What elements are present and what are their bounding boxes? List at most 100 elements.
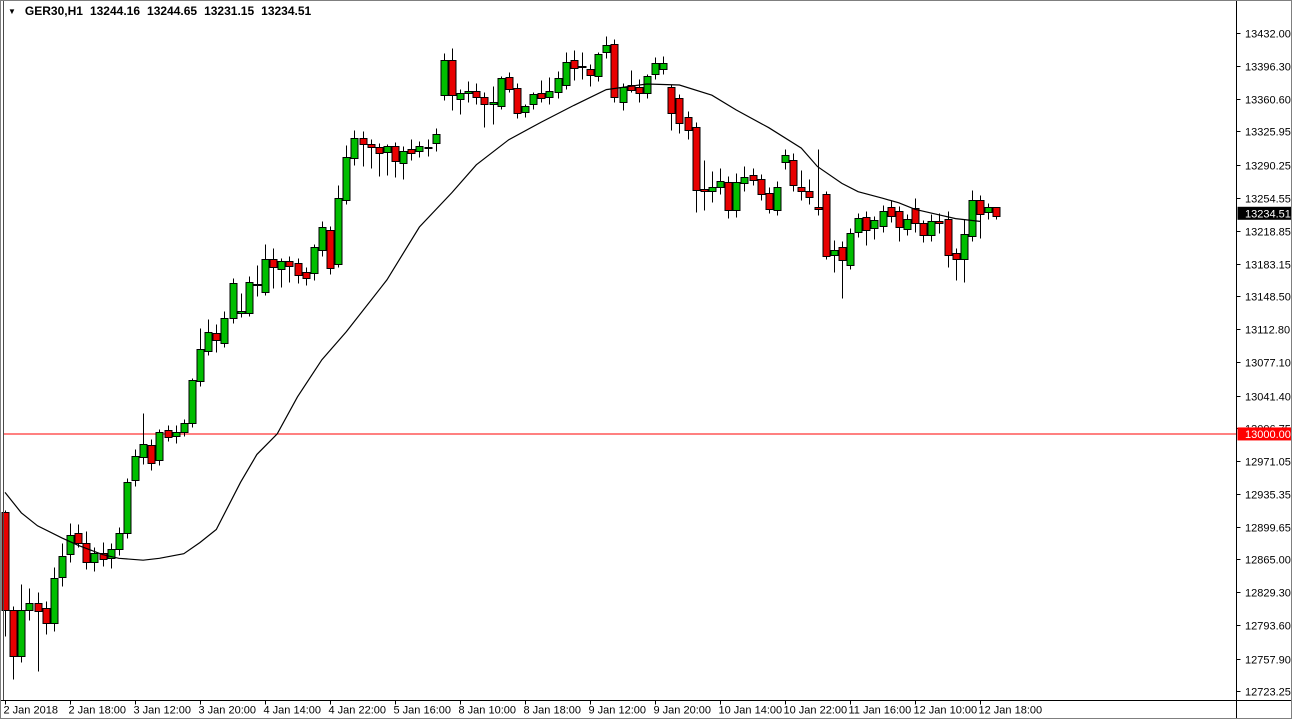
candle-body <box>334 198 343 265</box>
candle-body <box>480 97 489 105</box>
price-axis-label: 13148.50 <box>1245 292 1291 304</box>
candle-body <box>505 77 514 90</box>
candle-body <box>310 247 319 274</box>
time-axis-label: 8 Jan 10:00 <box>459 705 517 717</box>
candle-body <box>789 160 798 186</box>
candle-body <box>529 94 538 105</box>
candle-body <box>277 261 286 270</box>
price-axis-label: 13432.00 <box>1245 29 1291 41</box>
candle-body <box>269 259 278 268</box>
price-axis-label: 12793.60 <box>1245 621 1291 633</box>
candle-body <box>927 221 936 236</box>
price-axis-label: 13041.40 <box>1245 392 1291 404</box>
candle-body <box>700 189 709 192</box>
candle-body <box>862 217 871 231</box>
candle-body <box>237 311 246 314</box>
hline-price-marker <box>1237 427 1292 441</box>
candle-body <box>17 610 26 657</box>
candle-body <box>58 556 67 578</box>
candle-body <box>960 234 969 260</box>
candle-body <box>692 127 701 191</box>
candle-body <box>464 91 473 94</box>
high-value: 13244.65 <box>147 4 198 18</box>
candle-body <box>610 44 619 98</box>
candle-body <box>123 482 132 534</box>
candle-body <box>229 283 238 319</box>
candle-body <box>513 88 522 114</box>
open-value: 13244.16 <box>89 4 141 18</box>
candle-body <box>131 456 140 481</box>
candle-body <box>399 151 408 164</box>
candle-body <box>773 187 782 211</box>
candle-body <box>976 200 985 215</box>
candle-body <box>391 146 400 162</box>
time-axis-label: 5 Jan 16:00 <box>394 705 452 717</box>
time-axis-label: 12 Jan 18:00 <box>979 705 1043 717</box>
candle-body <box>870 220 879 229</box>
candle-body <box>578 66 587 68</box>
candle-body <box>846 233 855 266</box>
price-axis-label: 12899.65 <box>1245 523 1291 535</box>
price-axis-label: 13325.95 <box>1245 127 1291 139</box>
candle-body <box>34 603 43 612</box>
candle-body <box>757 179 766 195</box>
time-axis-label: 8 Jan 18:00 <box>524 705 582 717</box>
time-axis-label: 2 Jan 18:00 <box>69 705 127 717</box>
candle-body <box>749 175 758 181</box>
price-axis-label: 12971.05 <box>1245 457 1291 469</box>
candle-body <box>814 207 823 210</box>
candle-body <box>99 553 108 560</box>
candle-body <box>732 182 741 211</box>
candle-body <box>196 349 205 382</box>
hline-price-marker-text: 13000.00 <box>1245 429 1291 441</box>
candle-body <box>716 181 725 188</box>
candle-body <box>635 87 644 94</box>
candle-body <box>220 318 229 344</box>
candle-body <box>984 207 993 213</box>
price-axis-label: 13077.10 <box>1245 358 1291 370</box>
collapse-triangle-icon[interactable]: ▼ <box>8 6 16 16</box>
time-axis-label: 4 Jan 22:00 <box>329 705 387 717</box>
candle-body <box>9 610 18 657</box>
candle-body <box>147 445 156 464</box>
price-axis-label: 13218.85 <box>1245 227 1291 239</box>
price-axis-label: 12865.00 <box>1245 555 1291 567</box>
price-axis-label: 13360.60 <box>1245 95 1291 107</box>
candle-body <box>180 423 189 433</box>
candle-body <box>651 63 660 75</box>
candle-body <box>586 69 595 76</box>
candle-body <box>740 177 749 184</box>
price-axis-label: 12723.25 <box>1245 687 1291 699</box>
candle-body <box>440 60 449 96</box>
candle-body <box>318 227 327 251</box>
candle-body <box>944 219 953 256</box>
candle-body <box>797 187 806 192</box>
time-axis-label: 4 Jan 14:00 <box>264 705 322 717</box>
candle-body <box>992 207 1001 217</box>
candle-body <box>570 60 579 69</box>
candle-body <box>935 221 944 224</box>
candle-body <box>25 603 34 611</box>
candle-body <box>887 207 896 217</box>
candle-body <box>448 60 457 96</box>
candle-body <box>805 191 814 198</box>
candle-body <box>188 380 197 424</box>
candle-body <box>415 146 424 152</box>
candle-body <box>50 578 59 624</box>
candle-body <box>82 543 91 563</box>
candle-body <box>261 259 270 293</box>
candle-body <box>407 149 416 154</box>
candle-body <box>643 76 652 94</box>
candle-body <box>619 87 628 103</box>
candle-body <box>724 182 733 211</box>
candle-body <box>554 78 563 93</box>
candle-body <box>489 102 498 105</box>
candle-body <box>432 134 441 144</box>
candle-body <box>497 78 506 107</box>
candle-body <box>424 147 433 149</box>
time-axis-label: 3 Jan 20:00 <box>199 705 257 717</box>
price-axis-label: 12757.90 <box>1245 655 1291 667</box>
candle-body <box>253 284 262 286</box>
